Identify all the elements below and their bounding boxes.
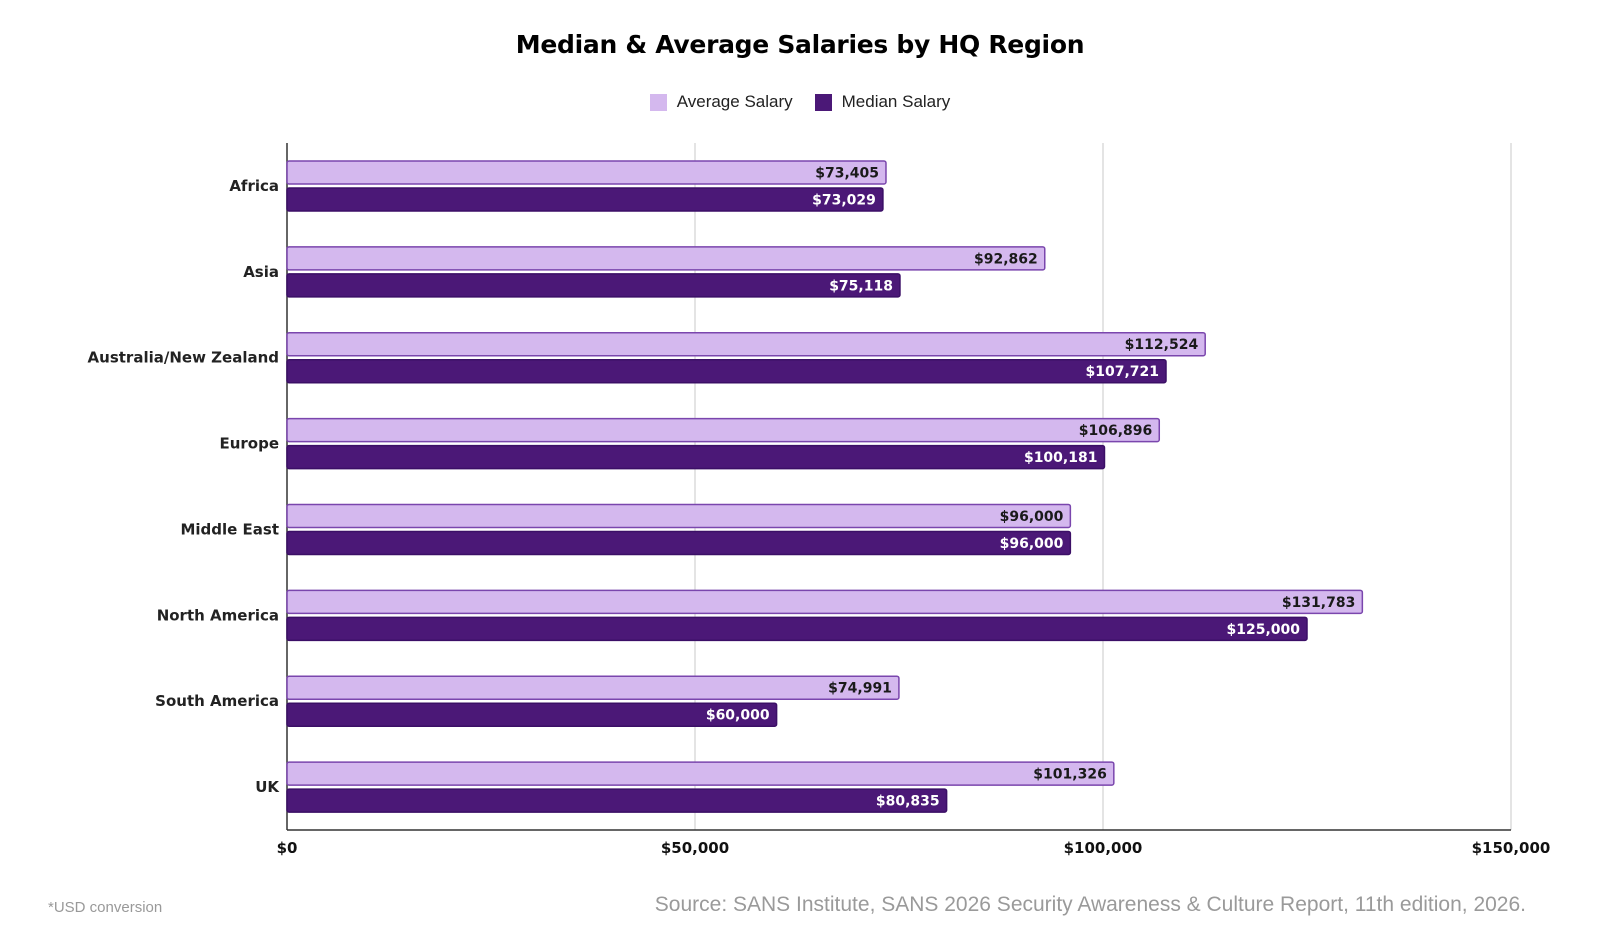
bar-median-salary	[286, 273, 901, 298]
data-label: $107,721	[1085, 364, 1159, 380]
data-label: $75,118	[829, 278, 893, 294]
x-tick-label: $0	[277, 839, 298, 857]
bar-average-salary	[286, 589, 1364, 615]
data-label: $106,896	[1079, 423, 1153, 439]
bar-median-salary	[286, 702, 778, 727]
data-label: $80,835	[876, 794, 940, 810]
category-label: Asia	[243, 263, 279, 281]
data-label: $96,000	[1000, 509, 1064, 525]
bar-average-salary	[286, 503, 1072, 529]
x-tick-label: $50,000	[661, 839, 729, 857]
source-citation: Source: SANS Institute, SANS 2026 Securi…	[654, 893, 1526, 916]
x-tick-label: $100,000	[1064, 839, 1143, 857]
bar-average-salary	[286, 417, 1161, 443]
legend-label-average: Average Salary	[676, 92, 793, 111]
category-label: Europe	[219, 435, 279, 453]
data-label: $100,181	[1024, 450, 1098, 466]
bar-average-salary	[286, 246, 1046, 271]
bar-median-salary	[286, 788, 948, 813]
bar-median-salary	[286, 616, 1308, 642]
data-label: $74,991	[828, 681, 892, 697]
bar-average-salary	[286, 160, 887, 185]
bar-average-salary	[286, 331, 1206, 357]
legend: Average Salary Median Salary	[0, 92, 1600, 112]
bar-median-salary	[286, 444, 1106, 470]
data-label: $96,000	[1000, 536, 1064, 552]
category-label: Australia/New Zealand	[88, 349, 279, 367]
legend-label-median: Median Salary	[841, 92, 951, 111]
legend-item-median: Median Salary	[814, 92, 951, 112]
chart-title: Median & Average Salaries by HQ Region	[515, 30, 1085, 59]
category-label: Africa	[229, 177, 279, 195]
bar-median-salary	[286, 358, 1167, 384]
data-label: $101,326	[1033, 767, 1107, 783]
data-label: $112,524	[1125, 337, 1199, 353]
legend-swatch-median	[814, 93, 832, 111]
bar-median-salary	[286, 187, 884, 212]
x-tick-label: $150,000	[1472, 839, 1551, 857]
footnote: *USD conversion	[48, 899, 163, 916]
category-label: South America	[155, 692, 279, 710]
legend-item-average: Average Salary	[649, 92, 793, 112]
data-label: $131,783	[1282, 595, 1356, 611]
data-label: $60,000	[706, 708, 770, 724]
category-label: North America	[157, 606, 279, 624]
data-label: $125,000	[1226, 622, 1300, 638]
data-label: $92,862	[974, 251, 1038, 267]
data-label: $73,029	[812, 192, 876, 208]
legend-swatch-average	[649, 93, 667, 111]
bar-median-salary	[286, 530, 1072, 556]
bar-average-salary	[286, 675, 900, 700]
category-label: UK	[255, 778, 280, 796]
data-label: $73,405	[815, 165, 879, 181]
bar-average-salary	[286, 761, 1115, 786]
category-label: Middle East	[180, 520, 279, 538]
